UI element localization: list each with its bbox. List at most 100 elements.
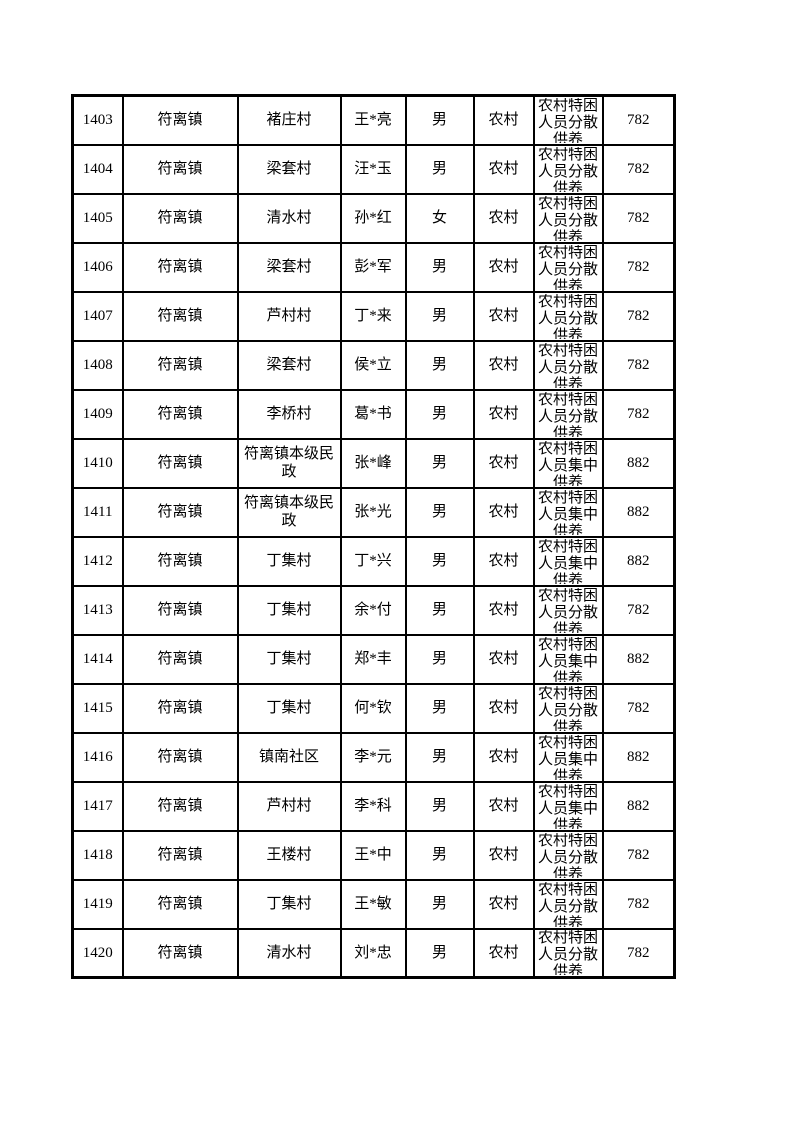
cell-area-type: 农村: [472, 143, 535, 195]
cell-support-category: 农村特困 人员集中 供养: [532, 437, 604, 489]
cell-support-category: 农村特困 人员集中 供养: [532, 535, 604, 587]
cell-amount: 782: [601, 143, 676, 195]
cell-person-name: 孙*红: [339, 192, 407, 244]
cell-gender: 男: [404, 927, 475, 979]
cell-town: 符离镇: [121, 290, 239, 342]
cell-amount: 782: [601, 829, 676, 881]
cell-serial-number: 1408: [71, 339, 124, 391]
support-category-text: 农村特困 人员分散 供养: [537, 930, 598, 976]
cell-area-type: 农村: [472, 192, 535, 244]
cell-serial-number: 1419: [71, 878, 124, 930]
cell-amount: 882: [601, 535, 676, 587]
cell-person-name: 何*钦: [339, 682, 407, 734]
cell-person-name: 张*峰: [339, 437, 407, 489]
cell-serial-number: 1418: [71, 829, 124, 881]
support-category-text: 农村特困 人员集中 供养: [537, 636, 598, 682]
cell-serial-number: 1416: [71, 731, 124, 783]
support-category-text: 农村特困 人员分散 供养: [537, 244, 598, 290]
cell-amount: 782: [601, 927, 676, 979]
cell-amount: 882: [601, 486, 676, 538]
cell-town: 符离镇: [121, 192, 239, 244]
cell-amount: 782: [601, 192, 676, 244]
cell-person-name: 张*光: [339, 486, 407, 538]
cell-area-type: 农村: [472, 486, 535, 538]
cell-amount: 882: [601, 633, 676, 685]
cell-gender: 男: [404, 388, 475, 440]
cell-village: 王楼村: [236, 829, 342, 881]
cell-support-category: 农村特困 人员集中 供养: [532, 633, 604, 685]
cell-village: 镇南社区: [236, 731, 342, 783]
cell-area-type: 农村: [472, 437, 535, 489]
cell-serial-number: 1412: [71, 535, 124, 587]
cell-town: 符离镇: [121, 241, 239, 293]
support-category-text: 农村特困 人员分散 供养: [537, 685, 598, 731]
cell-gender: 男: [404, 731, 475, 783]
cell-town: 符离镇: [121, 388, 239, 440]
cell-person-name: 王*敏: [339, 878, 407, 930]
cell-town: 符离镇: [121, 927, 239, 979]
support-category-text: 农村特困 人员分散 供养: [537, 146, 598, 192]
cell-area-type: 农村: [472, 682, 535, 734]
cell-amount: 782: [601, 584, 676, 636]
cell-serial-number: 1414: [71, 633, 124, 685]
support-category-text: 农村特困 人员分散 供养: [537, 881, 598, 927]
cell-area-type: 农村: [472, 94, 535, 146]
cell-amount: 782: [601, 94, 676, 146]
support-category-text: 农村特困 人员集中 供养: [537, 489, 598, 535]
cell-person-name: 李*科: [339, 780, 407, 832]
cell-gender: 男: [404, 878, 475, 930]
cell-gender: 男: [404, 780, 475, 832]
cell-gender: 男: [404, 829, 475, 881]
cell-serial-number: 1417: [71, 780, 124, 832]
table-row: 1418 符离镇 王楼村 王*中 男 农村 农村特困 人员分散 供养 782: [71, 829, 676, 881]
table-row: 1410 符离镇 符离镇本级民政 张*峰 男 农村 农村特困 人员集中 供养 8…: [71, 437, 676, 489]
cell-town: 符离镇: [121, 535, 239, 587]
cell-area-type: 农村: [472, 731, 535, 783]
cell-support-category: 农村特困 人员分散 供养: [532, 339, 604, 391]
table-row: 1405 符离镇 清水村 孙*红 女 农村 农村特困 人员分散 供养 782: [71, 192, 676, 244]
cell-support-category: 农村特困 人员分散 供养: [532, 290, 604, 342]
cell-village: 梁套村: [236, 241, 342, 293]
cell-amount: 882: [601, 437, 676, 489]
support-category-text: 农村特困 人员分散 供养: [537, 832, 598, 878]
cell-amount: 782: [601, 388, 676, 440]
table-row: 1404 符离镇 梁套村 汪*玉 男 农村 农村特困 人员分散 供养 782: [71, 143, 676, 195]
cell-serial-number: 1411: [71, 486, 124, 538]
cell-village: 芦村村: [236, 290, 342, 342]
table-row: 1408 符离镇 梁套村 侯*立 男 农村 农村特困 人员分散 供养 782: [71, 339, 676, 391]
cell-gender: 男: [404, 682, 475, 734]
cell-area-type: 农村: [472, 878, 535, 930]
cell-serial-number: 1420: [71, 927, 124, 979]
cell-town: 符离镇: [121, 682, 239, 734]
cell-area-type: 农村: [472, 388, 535, 440]
cell-village: 丁集村: [236, 584, 342, 636]
cell-town: 符离镇: [121, 829, 239, 881]
cell-village: 李桥村: [236, 388, 342, 440]
cell-area-type: 农村: [472, 535, 535, 587]
cell-gender: 男: [404, 437, 475, 489]
cell-person-name: 汪*玉: [339, 143, 407, 195]
cell-serial-number: 1409: [71, 388, 124, 440]
cell-town: 符离镇: [121, 731, 239, 783]
cell-amount: 782: [601, 241, 676, 293]
support-category-text: 农村特困 人员集中 供养: [537, 783, 598, 829]
cell-area-type: 农村: [472, 339, 535, 391]
cell-amount: 882: [601, 731, 676, 783]
cell-serial-number: 1413: [71, 584, 124, 636]
support-category-text: 农村特困 人员分散 供养: [537, 97, 598, 143]
cell-person-name: 彭*军: [339, 241, 407, 293]
cell-area-type: 农村: [472, 633, 535, 685]
support-category-text: 农村特困 人员分散 供养: [537, 587, 598, 633]
cell-serial-number: 1410: [71, 437, 124, 489]
cell-village: 清水村: [236, 192, 342, 244]
cell-support-category: 农村特困 人员分散 供养: [532, 927, 604, 979]
cell-village: 清水村: [236, 927, 342, 979]
table-row: 1412 符离镇 丁集村 丁*兴 男 农村 农村特困 人员集中 供养 882: [71, 535, 676, 587]
cell-area-type: 农村: [472, 290, 535, 342]
cell-amount: 882: [601, 780, 676, 832]
cell-town: 符离镇: [121, 633, 239, 685]
cell-gender: 男: [404, 486, 475, 538]
cell-person-name: 刘*忠: [339, 927, 407, 979]
cell-town: 符离镇: [121, 143, 239, 195]
